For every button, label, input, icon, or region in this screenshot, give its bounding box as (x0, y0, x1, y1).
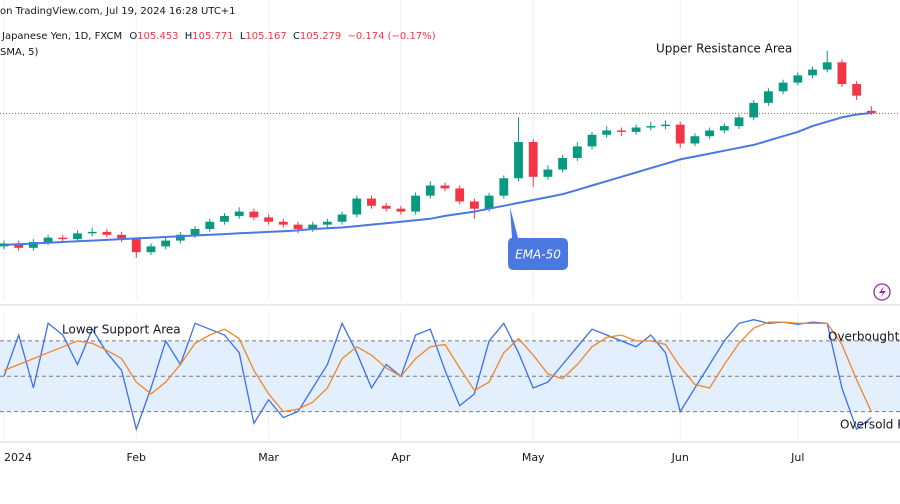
candle-body (808, 69, 817, 76)
candle-body (440, 185, 450, 189)
x-tick-label: Mar (258, 451, 279, 464)
ohlc-prefix: L (240, 31, 246, 42)
candle-body (631, 127, 641, 132)
oscillator-line (3, 319, 872, 432)
candle-body (131, 239, 141, 253)
candle-body (734, 117, 744, 127)
x-tick-label: Apr (391, 451, 411, 464)
candle-body (866, 110, 876, 114)
candle-body (264, 217, 273, 222)
candle-body (293, 224, 303, 229)
candle-body (234, 211, 244, 216)
candle-body (705, 130, 715, 137)
x-tick-label: Jun (671, 451, 689, 464)
candle-body (205, 221, 215, 229)
candle-body (572, 146, 582, 158)
candle-body (499, 178, 509, 196)
ema-callout (508, 207, 568, 270)
candle-body (690, 136, 700, 144)
candle-body (352, 198, 362, 215)
ohlc-prefix: O (129, 31, 137, 42)
low-value: 105.167 (245, 31, 286, 42)
candle-body (117, 234, 126, 240)
x-tick-label: Jul (790, 451, 804, 464)
plot-area: 2024 Feb Mar Apr May Jun Jul (0, 0, 900, 464)
high-value: 105.771 (192, 31, 233, 42)
alert-icon-bolt (879, 286, 886, 298)
candle-body (175, 234, 185, 241)
close-value: 105.279 (300, 31, 341, 42)
candle-body (411, 195, 421, 212)
ohlc-prefix: H (185, 31, 193, 42)
candle-body (249, 211, 259, 218)
candle-body (58, 237, 68, 240)
candle-body (278, 221, 288, 225)
candle-body (381, 205, 391, 209)
candle-body (190, 228, 200, 235)
annotation: Oversold R (840, 418, 900, 432)
candle-body (617, 130, 626, 132)
candle-body (528, 142, 538, 177)
open-value: 105.453 (137, 31, 178, 42)
ema-callout-label: EMA-50 (515, 248, 561, 262)
candle-body (220, 215, 229, 222)
candle-body (425, 185, 435, 196)
candle-body (322, 221, 332, 225)
candle-body (587, 134, 597, 147)
candle-body (484, 195, 494, 209)
candle-body (764, 91, 773, 103)
oscillator-line (3, 321, 872, 413)
candle-body (73, 233, 82, 240)
candle-body (43, 237, 53, 243)
candle-body (719, 126, 729, 131)
candle-body (396, 208, 406, 212)
candle-body (793, 75, 803, 83)
candle-body (837, 62, 847, 85)
candle-body (308, 224, 318, 229)
ema-line (3, 112, 872, 246)
candle-body (337, 214, 347, 222)
candle-body (543, 169, 553, 177)
ohlc-prefix: C (293, 31, 300, 42)
source-text: on TradingView.com, Jul 19, 2024 16:28 U… (0, 6, 236, 17)
indicator-legend: SMA, 5) (0, 47, 39, 58)
candle-body (28, 242, 38, 248)
candle-body (646, 126, 656, 128)
candle-body (822, 62, 832, 70)
symbol: Japanese Yen, 1D, FXCM (1, 31, 122, 42)
x-tick-label: May (522, 451, 545, 464)
candle-body (469, 201, 479, 209)
candle-body (87, 231, 97, 234)
symbol-legend: Japanese Yen, 1D, FXCM O105.453 H105.771… (1, 31, 436, 42)
annotation: Overbought R (828, 330, 900, 344)
x-tick-label: 2024 (4, 451, 32, 464)
candle-body (602, 130, 612, 135)
candle-body (514, 142, 523, 179)
candle-body (14, 243, 24, 248)
candle-body (778, 82, 788, 92)
candle-body (146, 246, 156, 253)
candle-body (102, 231, 112, 235)
candle-body (675, 124, 685, 144)
candle-body (558, 157, 568, 170)
candle-body (852, 84, 862, 96)
candle-body (455, 188, 465, 202)
candle-body (161, 240, 171, 247)
annotation: Lower Support Area (62, 323, 181, 337)
candle-body (661, 124, 670, 127)
change-value: −0.174 (−0.17%) (347, 31, 435, 42)
annotation: Upper Resistance Area (656, 42, 792, 56)
candle-body (367, 198, 376, 206)
candle-body (749, 102, 759, 118)
x-tick-label: Feb (127, 451, 146, 464)
